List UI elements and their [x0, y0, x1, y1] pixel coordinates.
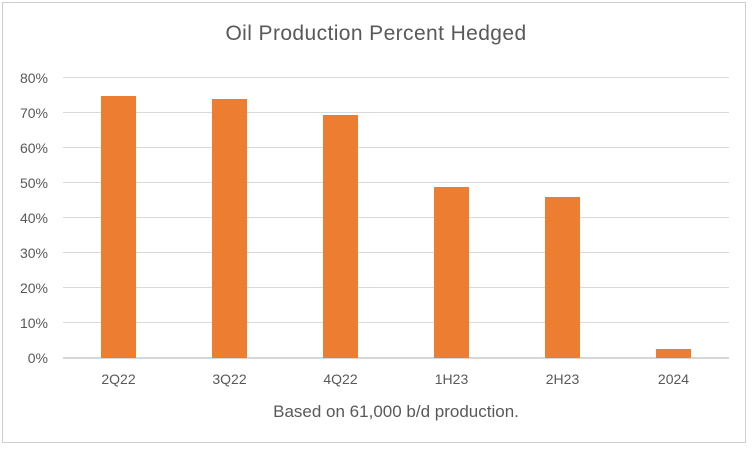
chart-title: Oil Production Percent Hedged	[225, 22, 527, 45]
x-tick-label: 1H23	[434, 371, 469, 387]
x-tick-label: 3Q22	[212, 371, 247, 387]
bar-2h23	[545, 197, 580, 358]
gridline	[63, 112, 729, 113]
bar-1h23	[434, 186, 469, 358]
y-tick-label: 40%	[19, 210, 48, 226]
y-tick-label: 10%	[19, 315, 48, 331]
gridline	[63, 217, 729, 218]
y-tick-label: 60%	[19, 140, 48, 156]
x-axis-line	[63, 357, 729, 359]
y-tick-label: 50%	[19, 175, 48, 191]
x-tick-label: 2024	[657, 371, 690, 387]
gridline	[63, 322, 729, 323]
x-tick-label: 4Q22	[323, 371, 358, 387]
x-tick-label: 2Q22	[101, 371, 136, 387]
plot-area	[63, 77, 729, 359]
bar-2024	[656, 349, 691, 358]
y-tick-label: 20%	[19, 280, 48, 296]
gridline	[63, 252, 729, 253]
gridline	[63, 287, 729, 288]
gridline	[63, 182, 729, 183]
y-tick-label: 30%	[19, 245, 48, 261]
bar-3q22	[212, 99, 247, 358]
bar-4q22	[323, 114, 358, 358]
gridline	[63, 77, 729, 78]
gridline	[63, 147, 729, 148]
y-tick-label: 0%	[27, 350, 48, 366]
chart-footnote: Based on 61,000 b/d production.	[273, 402, 519, 421]
bar-2q22	[101, 95, 136, 358]
x-tick-label: 2H23	[545, 371, 580, 387]
y-tick-label: 70%	[19, 105, 48, 121]
y-tick-label: 80%	[19, 70, 48, 86]
